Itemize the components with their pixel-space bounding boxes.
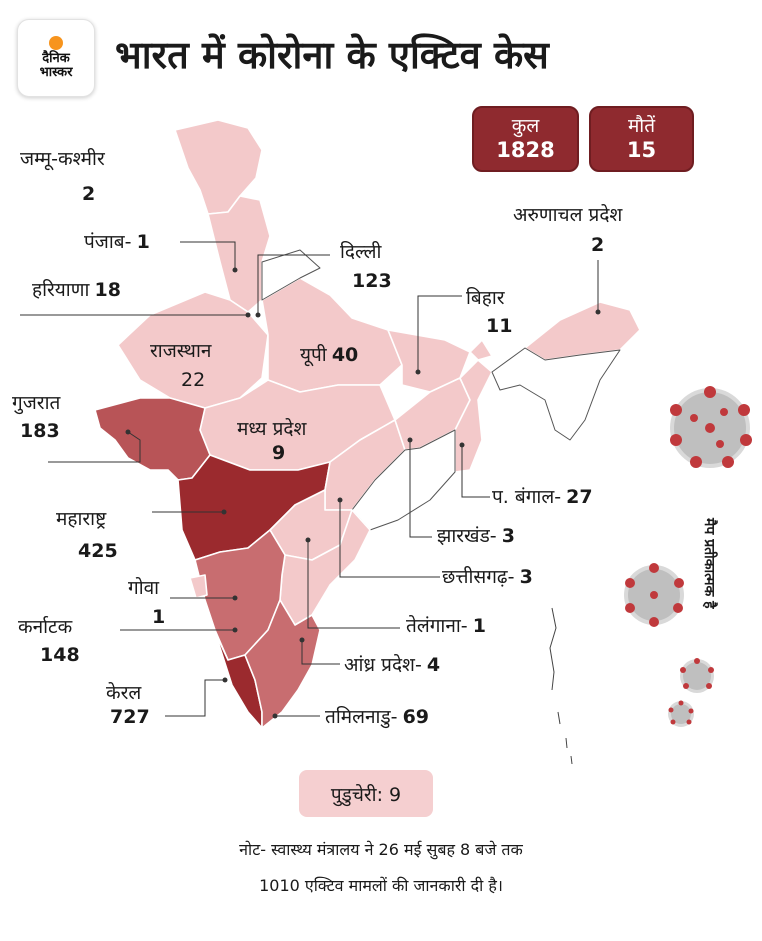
count-goa: 1 (152, 606, 166, 628)
region-gujarat (94, 397, 211, 481)
brand-logo: दैनिक भास्कर (17, 19, 95, 97)
region-arunachal (524, 301, 641, 361)
andaman-islands (549, 607, 557, 691)
count-gujarat: 183 (20, 420, 60, 442)
label-up: यूपी (300, 344, 327, 366)
total-value: 1828 (496, 138, 555, 162)
label-jharkhand-group: झारखंड- 3 (437, 525, 515, 547)
label-chhattisgarh: छत्तीसगढ़- (442, 566, 515, 588)
label-ap: आंध्र प्रदेश- (344, 654, 422, 676)
region-north (207, 195, 271, 313)
region-uttarakhand (261, 249, 321, 301)
label-jharkhand: झारखंड- (437, 525, 497, 547)
leader-punjab (180, 241, 236, 270)
leader-gujarat (48, 431, 141, 463)
label-jk: जम्मू-कश्मीर (20, 148, 105, 170)
map-disclaimer: मैप प्रतीकात्मक है (701, 518, 717, 609)
leader-bihar (417, 295, 462, 372)
label-wb: प. बंगाल- (492, 486, 562, 508)
label-telangana: तेलंगाना- (406, 615, 468, 637)
count-delhi: 123 (352, 270, 392, 292)
virus-icon-medium (624, 563, 684, 627)
count-mp: 9 (272, 442, 286, 464)
count-arunachal: 2 (591, 234, 605, 256)
label-arunachal: अरुणाचल प्रदेश (513, 204, 623, 226)
leader-chhattisgarh (339, 500, 440, 578)
label-punjab-group: पंजाब- 1 (84, 231, 150, 253)
count-jharkhand: 3 (501, 525, 515, 547)
region-sikkim (469, 339, 493, 361)
label-rajasthan: राजस्थान (150, 340, 212, 362)
region-goa (189, 574, 208, 599)
label-ap-group: आंध्र प्रदेश- 4 (344, 654, 440, 676)
count-wb: 27 (566, 486, 593, 508)
leader-jharkhand (409, 440, 432, 538)
count-maharashtra: 425 (78, 540, 118, 562)
page-title: भारत में कोरोना के एक्टिव केस (115, 33, 549, 77)
region-northeast (491, 347, 621, 441)
nicobar-islands (557, 711, 573, 765)
count-punjab: 1 (136, 231, 150, 253)
label-karnataka: कर्नाटक (18, 616, 73, 638)
count-chhattisgarh: 3 (519, 566, 533, 588)
count-bihar: 11 (486, 315, 513, 337)
region-up (261, 277, 403, 393)
label-tn: तमिलनाडु- (325, 706, 398, 728)
label-goa: गोवा (128, 577, 160, 599)
count-karnataka: 148 (40, 644, 80, 666)
deaths-badge: मौतें 15 (589, 106, 694, 172)
label-gujarat: गुजरात (12, 392, 61, 414)
leader-telangana (307, 540, 400, 629)
brand-line1: दैनिक (42, 51, 70, 66)
label-wb-group: प. बंगाल- 27 (492, 486, 593, 508)
brand-line2: भास्कर (39, 65, 73, 80)
count-jk: 2 (82, 183, 96, 205)
sun-icon (49, 36, 63, 50)
count-rajasthan: 22 (181, 369, 206, 391)
label-tn-group: तमिलनाडु- 69 (325, 706, 429, 728)
deaths-value: 15 (626, 138, 657, 162)
note-line1: नोट- स्वास्थ्य मंत्रालय ने 26 मई सुबह 8 … (239, 840, 523, 859)
virus-icon-small (680, 658, 714, 693)
count-tn: 69 (402, 706, 430, 728)
label-telangana-group: तेलंगाना- 1 (406, 615, 486, 637)
virus-icon-tiny (668, 700, 694, 727)
virus-icon-large (670, 386, 752, 468)
leader-delhi (257, 254, 330, 315)
leader-kerala (165, 679, 225, 717)
total-cases-badge: कुल 1828 (472, 106, 579, 172)
label-punjab: पंजाब- (84, 231, 132, 253)
leader-wb (461, 445, 490, 498)
count-kerala: 727 (110, 706, 150, 728)
label-chhattisgarh-group: छत्तीसगढ़- 3 (442, 566, 533, 588)
label-kerala: केरल (106, 682, 142, 704)
label-haryana: हरियाणा (32, 279, 90, 301)
label-haryana-group: हरियाणा 18 (32, 279, 121, 301)
deaths-label: मौतें (627, 115, 656, 137)
leader-ap (301, 640, 340, 665)
count-telangana: 1 (472, 615, 486, 637)
region-rajasthan (117, 291, 269, 409)
count-haryana: 18 (94, 279, 121, 301)
total-label: कुल (511, 115, 540, 137)
label-bihar: बिहार (466, 287, 505, 309)
count-up: 40 (331, 344, 359, 366)
label-up-group: यूपी 40 (300, 344, 358, 366)
label-delhi: दिल्ली (340, 241, 382, 263)
note-line2: 1010 एक्टिव मामलों की जानकारी दी है। (259, 876, 503, 895)
label-mp: मध्य प्रदेश (237, 418, 307, 440)
label-maharashtra: महाराष्ट्र (56, 508, 107, 530)
region-tn (244, 599, 321, 729)
puducherry-badge: पुडुचेरी: 9 (299, 770, 433, 817)
count-ap: 4 (426, 654, 441, 676)
